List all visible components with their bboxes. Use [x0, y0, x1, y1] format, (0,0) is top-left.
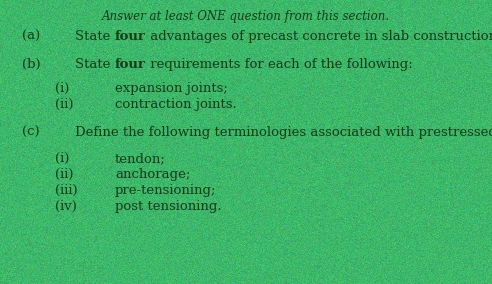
- Text: (ii): (ii): [55, 168, 73, 181]
- Text: State: State: [75, 58, 115, 71]
- Text: expansion joints;: expansion joints;: [115, 82, 228, 95]
- Text: four: four: [115, 58, 146, 71]
- Text: advantages of precast concrete in slab construction.: advantages of precast concrete in slab c…: [146, 30, 492, 43]
- Text: (i): (i): [55, 152, 69, 165]
- Text: (c): (c): [22, 126, 40, 139]
- Text: (iv): (iv): [55, 200, 77, 213]
- Text: (a): (a): [22, 30, 40, 43]
- Text: (iii): (iii): [55, 184, 78, 197]
- Text: (i): (i): [55, 82, 69, 95]
- Text: (b): (b): [22, 58, 41, 71]
- Text: contraction joints.: contraction joints.: [115, 98, 237, 111]
- Text: (ii): (ii): [55, 98, 73, 111]
- Text: Answer at least ONE question from this section.: Answer at least ONE question from this s…: [102, 10, 390, 23]
- Text: Define the following terminologies associated with prestressed concrete.: Define the following terminologies assoc…: [75, 126, 492, 139]
- Text: requirements for each of the following:: requirements for each of the following:: [146, 58, 412, 71]
- Text: post tensioning.: post tensioning.: [115, 200, 221, 213]
- Text: four: four: [115, 30, 146, 43]
- Text: pre-tensioning;: pre-tensioning;: [115, 184, 216, 197]
- Text: State: State: [75, 30, 115, 43]
- Text: anchorage;: anchorage;: [115, 168, 190, 181]
- Text: tendon;: tendon;: [115, 152, 166, 165]
